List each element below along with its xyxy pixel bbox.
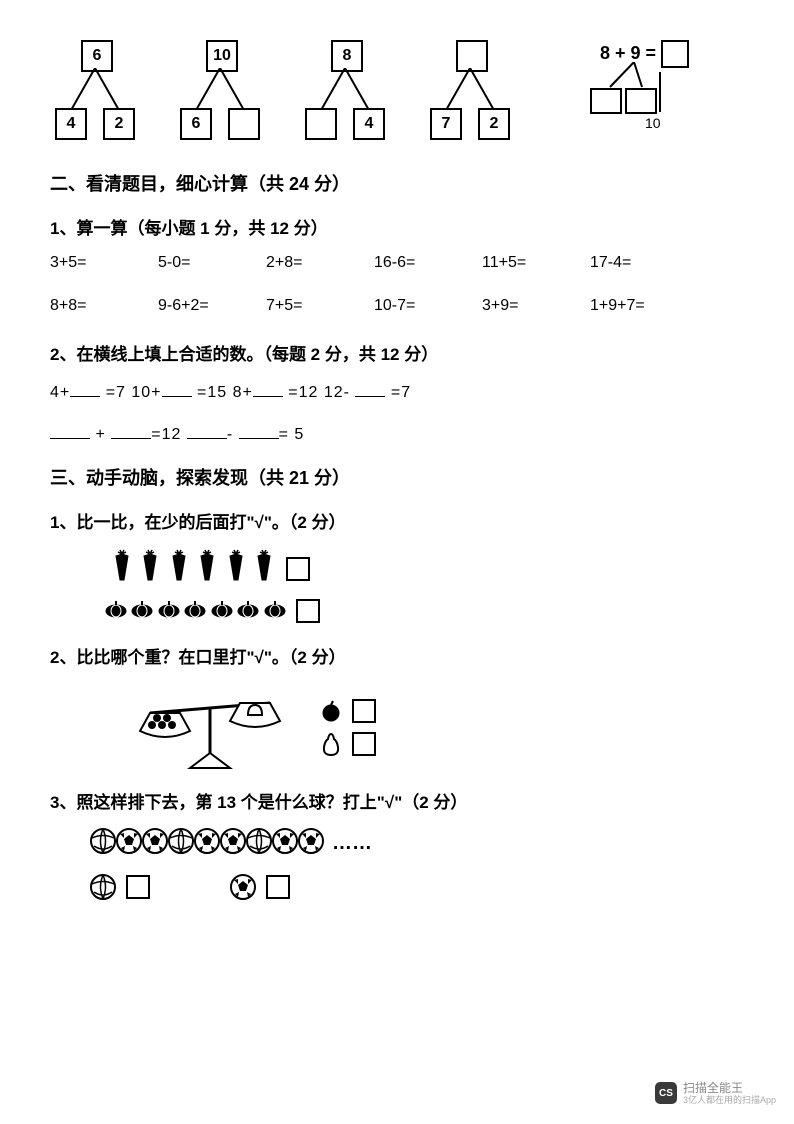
sub-2-2: 2、在横线上填上合适的数。（每题 2 分，共 12 分）	[50, 340, 744, 365]
bond-bl[interactable]: 6	[180, 108, 212, 140]
decomp-box-2[interactable]	[625, 88, 657, 114]
calc-item: 3+5=	[50, 254, 130, 272]
blank-input[interactable]	[239, 422, 279, 439]
soccer-icon	[230, 874, 256, 900]
watermark-brand: 扫描全能王	[683, 1081, 776, 1095]
bond-br[interactable]	[228, 108, 260, 140]
calc-row-2: 8+8= 9-6+2= 7+5= 10-7= 3+9= 1+9+7=	[50, 297, 744, 315]
bond-lines	[425, 68, 515, 112]
blank-input[interactable]	[355, 380, 385, 397]
apple-icon	[320, 700, 342, 722]
apple-checkbox[interactable]	[352, 699, 376, 723]
number-bond-4: 7 2	[425, 40, 515, 140]
bond-bl[interactable]	[305, 108, 337, 140]
calc-item: 2+8=	[266, 254, 346, 272]
scale-area	[130, 683, 744, 773]
volleyball-icon	[90, 874, 116, 900]
number-bond-1: 6 4 2	[50, 40, 140, 140]
bond-bl[interactable]: 4	[55, 108, 87, 140]
dots: ……	[332, 832, 372, 855]
volleyball-checkbox[interactable]	[126, 875, 150, 899]
equation-decompose: 8 + 9 = 10	[550, 40, 720, 140]
ball-answer-row	[90, 874, 744, 900]
calc-row-1: 3+5= 5-0= 2+8= 16-6= 11+5= 17-4=	[50, 254, 744, 272]
blank-input[interactable]	[162, 380, 192, 397]
section-3-title: 三、动手动脑，探索发现（共 21 分）	[50, 464, 744, 490]
sub-2-1: 1、算一算（每小题 1 分，共 12 分）	[50, 214, 744, 239]
bond-bl[interactable]: 7	[430, 108, 462, 140]
calc-item: 8+8=	[50, 297, 130, 315]
blank-input[interactable]	[70, 380, 100, 397]
pumpkin-checkbox[interactable]	[296, 599, 320, 623]
pumpkin-row	[105, 599, 744, 623]
calc-item: 1+9+7=	[590, 297, 670, 315]
bond-lines	[175, 68, 265, 112]
watermark-badge: CS	[655, 1082, 677, 1104]
blank-input[interactable]	[187, 422, 227, 439]
calc-item: 16-6=	[374, 254, 454, 272]
carrot-checkbox[interactable]	[286, 557, 310, 581]
calc-item: 5-0=	[158, 254, 238, 272]
watermark-sub: 3亿人都在用的扫描App	[683, 1095, 776, 1106]
decomp-box-1[interactable]	[590, 88, 622, 114]
blank-input[interactable]	[50, 422, 90, 439]
sub-3-3: 3、照这样排下去，第 13 个是什么球？打上"√"（2 分）	[50, 788, 744, 813]
sub-3-1: 1、比一比，在少的后面打"√"。（2 分）	[50, 508, 744, 533]
bond-br[interactable]: 2	[103, 108, 135, 140]
ball-pattern-row: ……	[90, 828, 744, 859]
number-bond-3: 8 4	[300, 40, 390, 140]
fill-row-2: + =12 - = 5	[50, 422, 744, 444]
calc-item: 17-4=	[590, 254, 670, 272]
ten-label: 10	[645, 115, 661, 131]
calc-item: 10-7=	[374, 297, 454, 315]
calc-item: 11+5=	[482, 254, 562, 272]
soccer-checkbox[interactable]	[266, 875, 290, 899]
app-watermark: CS 扫描全能王 3亿人都在用的扫描App	[655, 1081, 776, 1106]
blank-input[interactable]	[111, 422, 151, 439]
vertical-line	[655, 72, 675, 117]
bond-br[interactable]: 2	[478, 108, 510, 140]
sub-3-2: 2、比比哪个重？在口里打"√"。（2 分）	[50, 643, 744, 668]
carrot-row	[110, 548, 744, 589]
section-2-title: 二、看清题目，细心计算（共 24 分）	[50, 170, 744, 196]
fill-row-1: 4+ =7 10+ =15 8+ =12 12- =7	[50, 380, 744, 402]
pear-checkbox[interactable]	[352, 732, 376, 756]
bond-br[interactable]: 4	[353, 108, 385, 140]
balance-scale-icon	[130, 683, 290, 773]
number-bond-2: 10 6	[175, 40, 265, 140]
calc-item: 3+9=	[482, 297, 562, 315]
calc-item: 7+5=	[266, 297, 346, 315]
calc-item: 9-6+2=	[158, 297, 238, 315]
bond-lines	[300, 68, 390, 112]
number-bonds-row: 6 4 2 10 6 8 4 7 2 8 + 9 =	[50, 40, 744, 140]
blank-input[interactable]	[253, 380, 283, 397]
pear-icon	[320, 731, 342, 757]
choices	[320, 699, 376, 757]
bond-lines	[50, 68, 140, 112]
